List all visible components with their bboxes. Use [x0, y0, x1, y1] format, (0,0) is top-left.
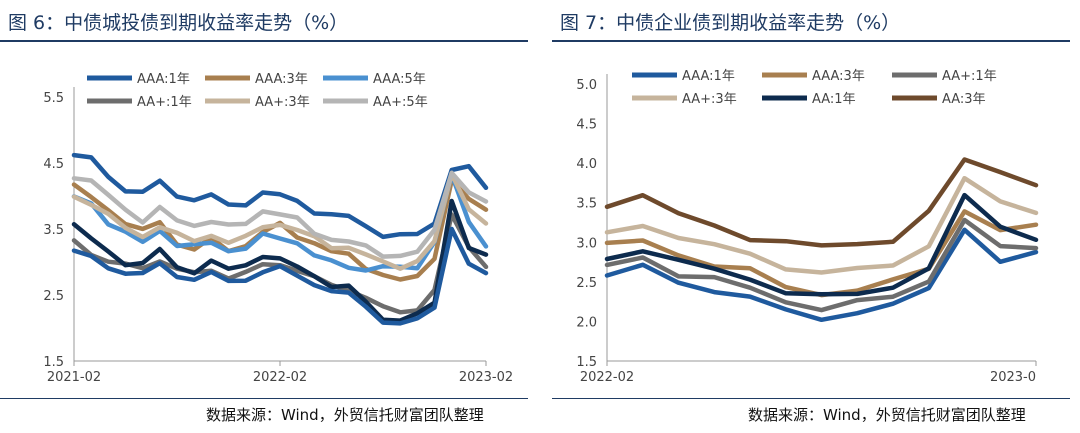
legend-label: AAA:5年 — [373, 72, 426, 87]
series-line-6 — [604, 157, 1039, 248]
legend-label: AA+:1年 — [137, 95, 192, 110]
legend-label: AAA:1年 — [137, 72, 190, 87]
yield-chart-urban-investment: 1.5 2.5 3.5 4.5 5.5 2021-02 2022-02 2023-02 AAA:… — [43, 72, 513, 385]
series-line-8 — [71, 226, 489, 326]
series-line-1 — [604, 227, 1039, 323]
y-tick-label: 4.5 — [43, 157, 64, 172]
y-tick-label: 4.5 — [576, 118, 597, 133]
yield-chart-enterprise: 1.5 2.0 2.5 3.0 3.5 4.0 4.5 5.0 2022-02 2023-0 AAA… — [576, 69, 1039, 385]
x-tick-label: 2023-0 — [990, 370, 1036, 385]
chart-panel-left: 图 6：中债城投债到期收益率走势（%） 1.5 2.5 3.5 4.5 5.5 2021-… — [0, 0, 528, 433]
y-tick-label: 3.5 — [576, 197, 597, 212]
source-divider — [552, 398, 1070, 399]
legend-label: AAA:1年 — [682, 69, 735, 84]
x-tick-label: 2023-02 — [459, 370, 513, 385]
y-tick-label: 1.5 — [576, 355, 597, 370]
y-tick-label: 4.0 — [576, 157, 597, 172]
series-line-5 — [71, 171, 489, 271]
source-divider — [0, 398, 528, 399]
y-tick-label: 5.5 — [43, 91, 64, 106]
legend-label: AA:3年 — [942, 92, 986, 107]
legend-label: AA+:3年 — [682, 92, 737, 107]
legend-label: AAA:3年 — [255, 72, 308, 87]
title-underline — [552, 40, 1070, 42]
legend-label: AAA:3年 — [812, 69, 865, 84]
y-tick-label: 5.0 — [576, 78, 597, 93]
x-tick-label: 2022-02 — [580, 370, 634, 385]
source-note: 数据来源：Wind，外贸信托财富团队整理 — [748, 406, 1026, 424]
series-line-4 — [604, 175, 1039, 275]
series-line-5 — [604, 192, 1039, 297]
chart-panel-right: 图 7：中债企业债到期收益率走势（%） 1.5 2.0 2.5 3.0 3.5 4.0 4.… — [552, 0, 1080, 433]
legend-label: AA+:3年 — [255, 95, 310, 110]
y-tick-label: 3.0 — [576, 236, 597, 251]
y-tick-label: 1.5 — [43, 355, 64, 370]
legend-label: AA+:5年 — [373, 95, 428, 110]
title-underline — [0, 40, 528, 42]
y-tick-label: 2.5 — [43, 289, 64, 304]
chart-title: 图 7：中债企业债到期收益率走势（%） — [560, 12, 901, 34]
y-tick-label: 3.5 — [43, 223, 64, 238]
series-line-6 — [71, 170, 489, 259]
series-line-3 — [604, 217, 1039, 313]
legend-label: AA+:1年 — [942, 69, 997, 84]
x-tick-label: 2022-02 — [253, 370, 307, 385]
series-line-3 — [71, 172, 489, 273]
series-line-1 — [71, 152, 489, 240]
x-tick-label: 2021-02 — [47, 370, 101, 385]
legend-label: AA:1年 — [812, 92, 856, 107]
source-note: 数据来源：Wind，外贸信托财富团队整理 — [206, 406, 484, 424]
y-tick-label: 2.5 — [576, 276, 597, 291]
series-line-7 — [71, 198, 489, 323]
chart-title: 图 6：中债城投债到期收益率走势（%） — [8, 12, 349, 34]
y-tick-label: 2.0 — [576, 315, 597, 330]
